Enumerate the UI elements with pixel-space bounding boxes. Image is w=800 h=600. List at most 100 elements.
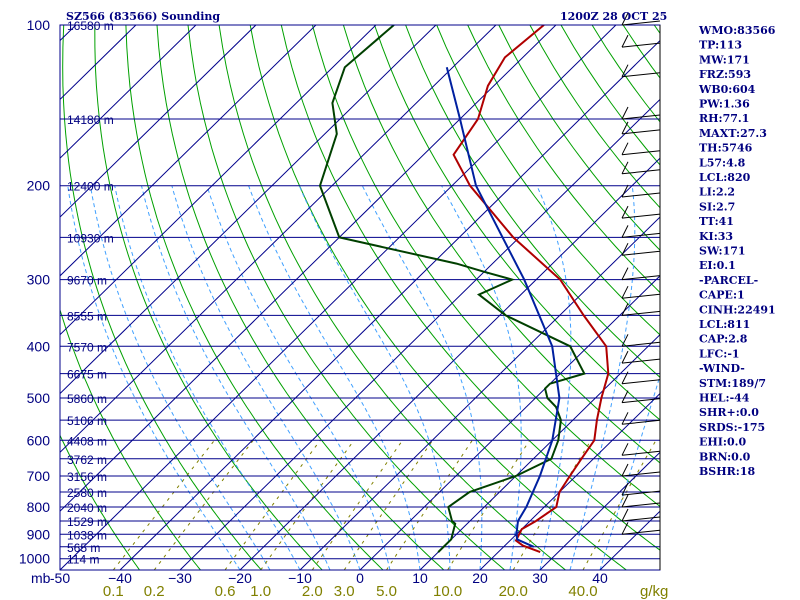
dry-adiabat	[125, 25, 384, 570]
height-label: 1529 m	[67, 515, 107, 529]
stat-item: SI:2.7	[699, 200, 735, 213]
temperature-tick-label: 40	[592, 570, 608, 586]
wind-barb-flag	[621, 161, 629, 175]
wind-barb-flag	[621, 350, 629, 364]
moist-adiabat	[298, 185, 451, 570]
isotherm	[60, 25, 317, 277]
wind-barb	[621, 242, 661, 256]
height-label: 10930 m	[67, 231, 114, 245]
dry-adiabat	[187, 25, 506, 570]
isotherm	[479, 392, 660, 570]
wind-barb-flag	[621, 205, 629, 219]
wind-barb-flag	[621, 64, 629, 77]
wind-barb	[621, 482, 661, 496]
dry-adiabat	[405, 25, 660, 378]
moist-adiabat	[536, 185, 572, 570]
isotherm	[359, 275, 660, 570]
stat-item: LCL:820	[699, 171, 751, 184]
isotherm	[60, 25, 197, 159]
stat-item: MAXT:27.3	[699, 127, 767, 140]
temperature-tick-label: 30	[532, 570, 548, 586]
mixing-ratio-label: 0.1	[103, 583, 124, 600]
wind-barb	[621, 184, 661, 198]
wind-barb-shaft	[621, 20, 661, 26]
wind-barb	[621, 64, 661, 78]
temperature-tick-label: −20	[228, 570, 252, 586]
chart-title: SZ566 (83566) Sounding	[66, 10, 220, 23]
wind-barb-shaft	[621, 379, 661, 385]
dry-adiabat	[436, 25, 660, 336]
stat-item: BRN:0.0	[699, 450, 751, 463]
temperature-tick-label: 10	[412, 570, 428, 586]
valid-time: 1200Z 28 OCT 25	[560, 10, 667, 23]
moist-adiabat	[569, 185, 636, 570]
height-label: 6675 m	[67, 368, 107, 382]
temperature-tick-label: −30	[168, 570, 192, 586]
dry-adiabat	[156, 25, 445, 570]
dry-adiabat	[60, 434, 141, 570]
wind-barb-shaft	[621, 398, 661, 404]
wind-barb-shaft	[621, 213, 661, 219]
stat-item: KI:33	[699, 230, 733, 243]
stat-item: LI:2.2	[699, 186, 735, 199]
stat-item: CAP:2.8	[699, 333, 748, 346]
temperature-tick-label: 0	[356, 570, 364, 586]
pressure-tick-label: 100	[27, 17, 51, 33]
height-label: 3762 m	[67, 453, 107, 467]
plot-frame	[59, 24, 661, 571]
mixing-ratio-line	[112, 439, 215, 570]
pressure-tick-label: 400	[27, 338, 51, 354]
wind-barb-flag	[621, 106, 629, 120]
wind-barb-flag	[621, 184, 629, 198]
stat-item: HEL:-44	[699, 392, 750, 405]
wind-barb	[621, 334, 661, 347]
wind-barb	[621, 285, 661, 299]
height-label: 114 m	[67, 553, 99, 567]
dry-adiabat	[747, 25, 800, 570]
mixing-ratio-label: 2.0	[302, 583, 323, 600]
pressure-tick-label: 500	[27, 390, 51, 406]
stat-item: BSHR:18	[699, 465, 755, 478]
wind-barb	[621, 508, 661, 522]
height-label: 2580 m	[67, 486, 107, 500]
wind-barb-flag	[621, 443, 629, 456]
dry-adiabat	[311, 25, 660, 508]
wind-barb-flag	[621, 390, 629, 403]
stat-item: RH:77.1	[699, 112, 749, 125]
wind-barb-shaft	[621, 450, 661, 456]
moist-adiabat	[248, 185, 421, 570]
mixing-ratio-line	[512, 440, 592, 570]
stat-item: L57:4.8	[699, 156, 746, 169]
mixing-ratio-label: 0.2	[144, 583, 165, 600]
wind-barb-shaft	[621, 192, 661, 198]
wind-barb-shaft	[621, 310, 661, 316]
wind-barb-shaft	[621, 250, 661, 256]
stat-item: SW:171	[699, 245, 746, 258]
wind-barb-shaft	[621, 529, 661, 535]
stat-item: TP:113	[699, 39, 742, 52]
wind-barb-shaft	[621, 341, 661, 347]
mixing-ratio-label: 10.0	[433, 583, 462, 600]
mixing-ratio-label: 5.0	[376, 583, 397, 600]
stat-item: TT:41	[699, 215, 734, 228]
wind-barb-flag	[621, 334, 629, 347]
dewpoint-trace	[318, 25, 586, 553]
height-label: 2040 m	[67, 501, 107, 515]
wind-barb	[621, 522, 661, 535]
height-label: 4408 m	[67, 434, 107, 448]
wind-barb-shaft	[621, 232, 661, 238]
height-label: 9670 m	[67, 274, 107, 288]
wind-barb-shaft	[621, 275, 661, 281]
temperature-tick-label: −10	[288, 570, 312, 586]
wind-barb-shaft	[621, 114, 661, 120]
isotherm	[0, 25, 16, 570]
dry-adiabat	[218, 25, 566, 570]
height-label: 3156 m	[67, 470, 107, 484]
wind-barb-shaft	[621, 150, 661, 156]
temperature-trace	[452, 25, 610, 554]
moist-adiabat	[89, 185, 271, 570]
isotherm	[60, 25, 497, 454]
wind-barb	[621, 142, 661, 156]
wind-barb-flag	[621, 242, 629, 256]
height-label: 14180 m	[67, 113, 114, 127]
